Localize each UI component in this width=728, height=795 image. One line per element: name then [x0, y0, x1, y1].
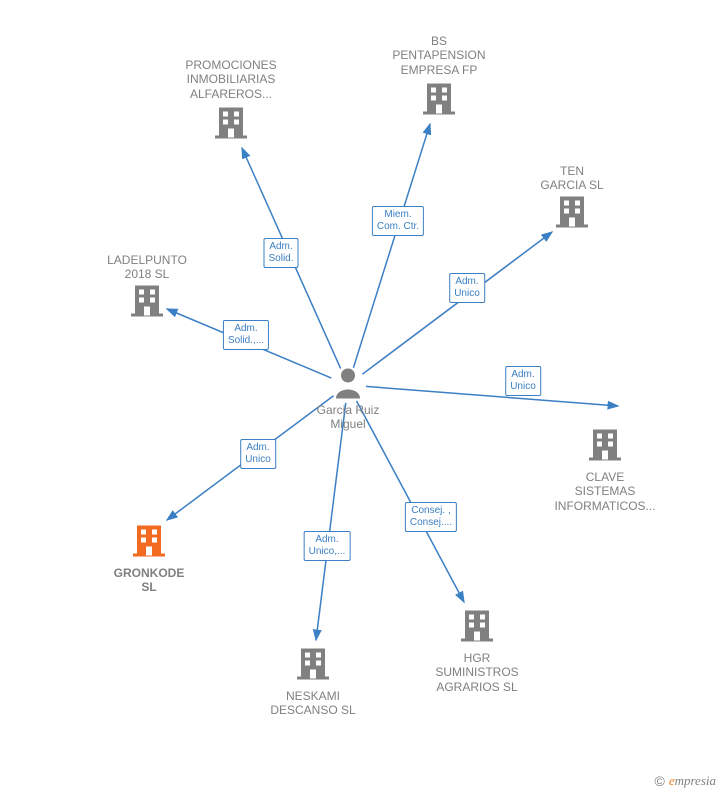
footer-attribution: © empresia: [654, 773, 716, 789]
building-icon: [213, 104, 249, 145]
relationship-edge: [316, 403, 346, 640]
relationship-edge: [366, 386, 618, 406]
building-icon: [295, 645, 331, 686]
center-node-label: Garcia RuizMiguel: [298, 403, 398, 432]
building-icon: [131, 522, 167, 563]
edge-role-label: Adm.Solid.: [263, 238, 298, 268]
brand-logo: empresia: [669, 773, 716, 789]
building-icon: [587, 426, 623, 467]
copyright-symbol: ©: [654, 773, 664, 789]
building-icon: [459, 607, 495, 648]
edge-role-label: Adm.Solid.,...: [223, 320, 269, 350]
edge-role-label: Adm.Unico: [240, 439, 276, 469]
edge-role-label: Adm.Unico: [449, 273, 485, 303]
building-icon: [129, 282, 165, 323]
relationship-edge: [362, 232, 552, 374]
edge-role-label: Adm.Unico: [505, 366, 541, 396]
edge-role-label: Consej. ,Consej....: [405, 502, 457, 532]
edge-role-label: Adm.Unico,...: [304, 531, 351, 561]
network-svg: [0, 0, 728, 795]
building-icon: [554, 193, 590, 234]
building-icon: [421, 80, 457, 121]
person-icon: [334, 367, 362, 404]
edge-role-label: Miem.Com. Ctr.: [372, 206, 424, 236]
